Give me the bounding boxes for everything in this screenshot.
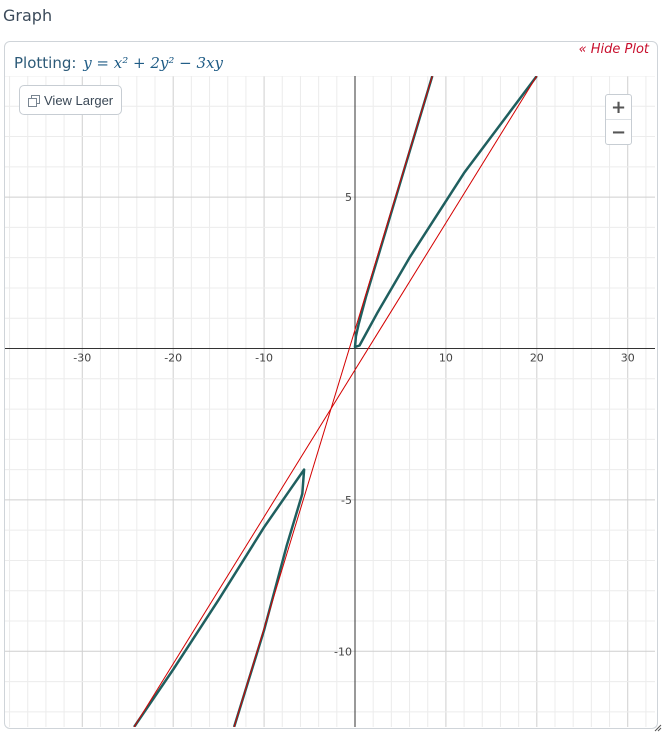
view-larger-label: View Larger <box>44 92 114 108</box>
graph-panel: « Hide Plot Plotting: y = x² + 2y² − 3xy… <box>4 41 658 729</box>
y-tick-label: 5 <box>345 191 352 204</box>
plotting-prefix: Plotting: <box>14 54 77 72</box>
zoom-in-button[interactable]: + <box>610 96 627 118</box>
resize-handle-icon[interactable] <box>654 724 662 732</box>
hide-plot-link[interactable]: « Hide Plot <box>578 42 649 57</box>
y-tick-label: -10 <box>334 645 352 658</box>
expand-window-icon <box>28 94 40 107</box>
zoom-out-button[interactable]: − <box>606 119 631 144</box>
graph-canvas[interactable]: -30 -20 -10 10 20 30 5 -5 -10 <box>5 76 655 727</box>
x-tick-label: -30 <box>73 352 91 365</box>
x-tick-label: 30 <box>621 352 635 365</box>
view-larger-button[interactable]: View Larger <box>19 85 123 115</box>
x-tick-label: 10 <box>439 352 453 365</box>
y-tick-label: -5 <box>341 494 352 507</box>
x-tick-label: 20 <box>530 352 544 365</box>
plot-equation: y = x² + 2y² − 3xy <box>83 54 223 72</box>
plotting-label: Plotting: y = x² + 2y² − 3xy <box>14 54 223 72</box>
x-tick-label: -10 <box>255 352 273 365</box>
curve-branch <box>133 468 306 727</box>
curve-branch <box>353 76 538 349</box>
asymptote-line <box>133 76 538 727</box>
section-title: Graph <box>3 6 53 25</box>
asymptote-line <box>233 76 433 727</box>
zoom-control: + − <box>605 94 632 145</box>
x-tick-label: -20 <box>164 352 182 365</box>
